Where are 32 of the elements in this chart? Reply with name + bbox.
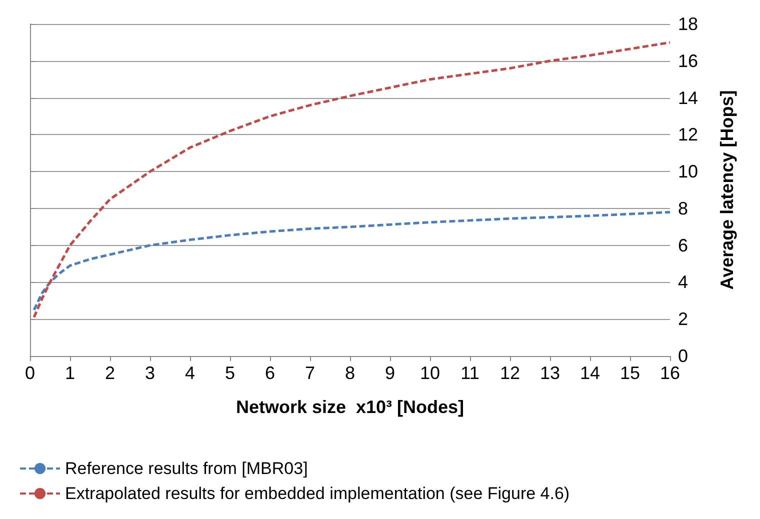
- x-tick-label: 10: [420, 363, 440, 383]
- legend-label: Reference results from [MBR03]: [65, 459, 308, 478]
- y-tick-label: 8: [678, 198, 688, 218]
- x-tick-label: 15: [620, 363, 640, 383]
- x-tick-label: 12: [500, 363, 520, 383]
- y-axis-title: Average latency [Hops]: [717, 90, 737, 290]
- y-tick-label: 0: [678, 346, 688, 366]
- y-tick-label: 14: [678, 88, 698, 108]
- line-series: [32, 210, 672, 312]
- y-tick-label: 16: [678, 50, 698, 71]
- x-tick-label: 4: [184, 363, 196, 383]
- x-tick-label: 14: [580, 363, 600, 383]
- x-axis-title: Network size x10³ [Nodes]: [236, 397, 464, 417]
- x-tick-label: 3: [144, 363, 156, 383]
- line-series: [32, 41, 672, 319]
- y-tick-label: 10: [678, 162, 698, 182]
- x-tick-label: 13: [540, 363, 560, 383]
- y-tick-label: 18: [678, 14, 698, 34]
- y-tick-label: 2: [678, 309, 688, 330]
- x-tick-label: 6: [264, 363, 276, 383]
- x-tick-label: 7: [304, 363, 316, 383]
- x-tick-label: 0: [24, 363, 36, 383]
- x-tick-label: 2: [104, 363, 116, 383]
- x-tick-label: 1: [64, 363, 76, 383]
- y-tick-label: 6: [678, 235, 688, 256]
- y-tick-label: 12: [678, 124, 698, 145]
- x-tick-label: 5: [224, 363, 236, 383]
- x-tick-label: 11: [460, 363, 480, 383]
- x-tick-label: 9: [384, 363, 396, 383]
- x-tick-label: 8: [344, 363, 356, 383]
- y-tick-label: 4: [678, 272, 688, 292]
- legend-label: Extrapolated results for embedded implementation (see Figure 4.6): [65, 484, 570, 503]
